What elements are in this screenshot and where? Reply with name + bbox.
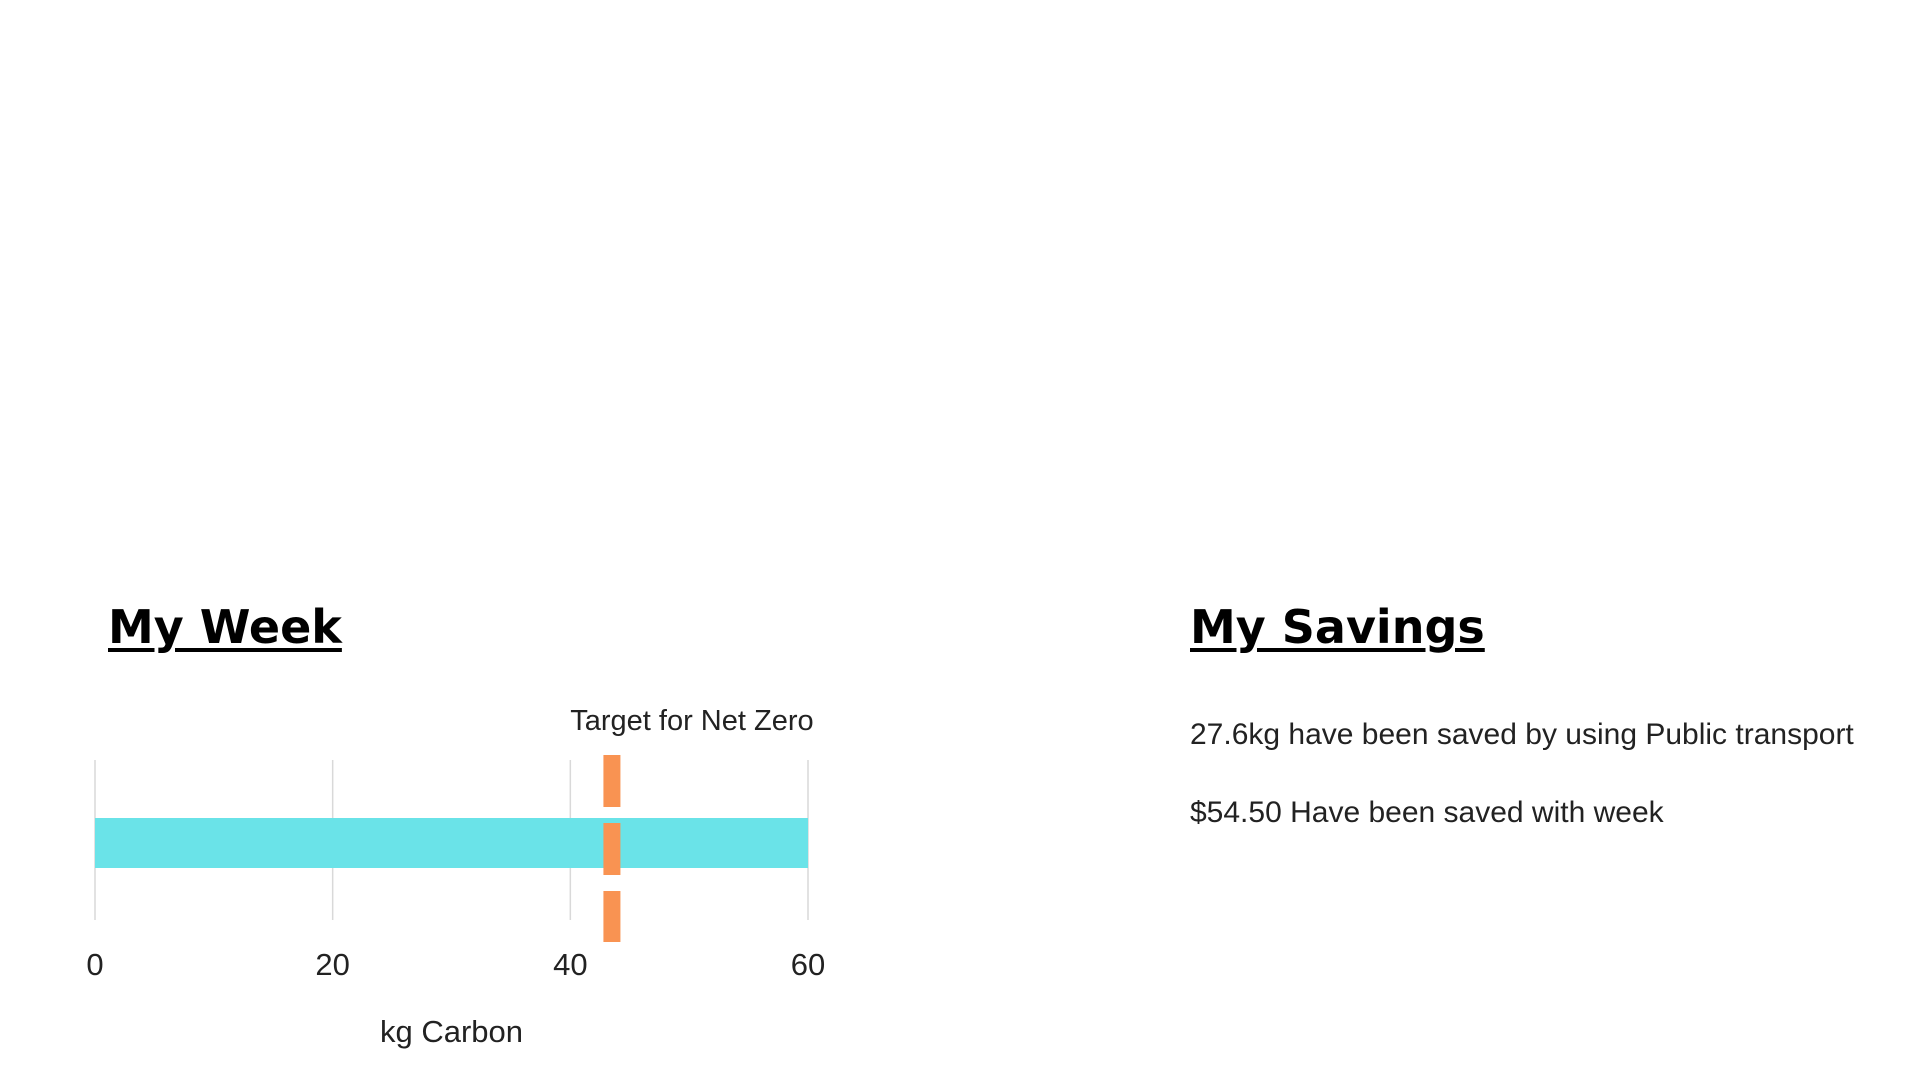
carbon-chart: 0 20 40 60 Target for Net Zero kg Carbon <box>0 660 900 1060</box>
my-week-heading: My Week <box>108 600 342 654</box>
my-savings-heading: My Savings <box>1190 600 1485 654</box>
transport-saving-text: 27.6kg have been saved by using Public t… <box>1190 718 1854 751</box>
x-tick-label-40: 40 <box>553 947 587 982</box>
x-tick-label-0: 0 <box>86 947 103 982</box>
x-tick-label-60: 60 <box>791 947 825 982</box>
money-saving-text: $54.50 Have been saved with week <box>1190 796 1664 829</box>
x-tick-label-20: 20 <box>315 947 349 982</box>
reference-line-label: Target for Net Zero <box>570 705 813 737</box>
x-axis-label: kg Carbon <box>380 1014 523 1049</box>
carbon-chart-svg: 0 20 40 60 Target for Net Zero kg Carbon <box>86 705 825 1049</box>
bar-0 <box>95 818 808 868</box>
